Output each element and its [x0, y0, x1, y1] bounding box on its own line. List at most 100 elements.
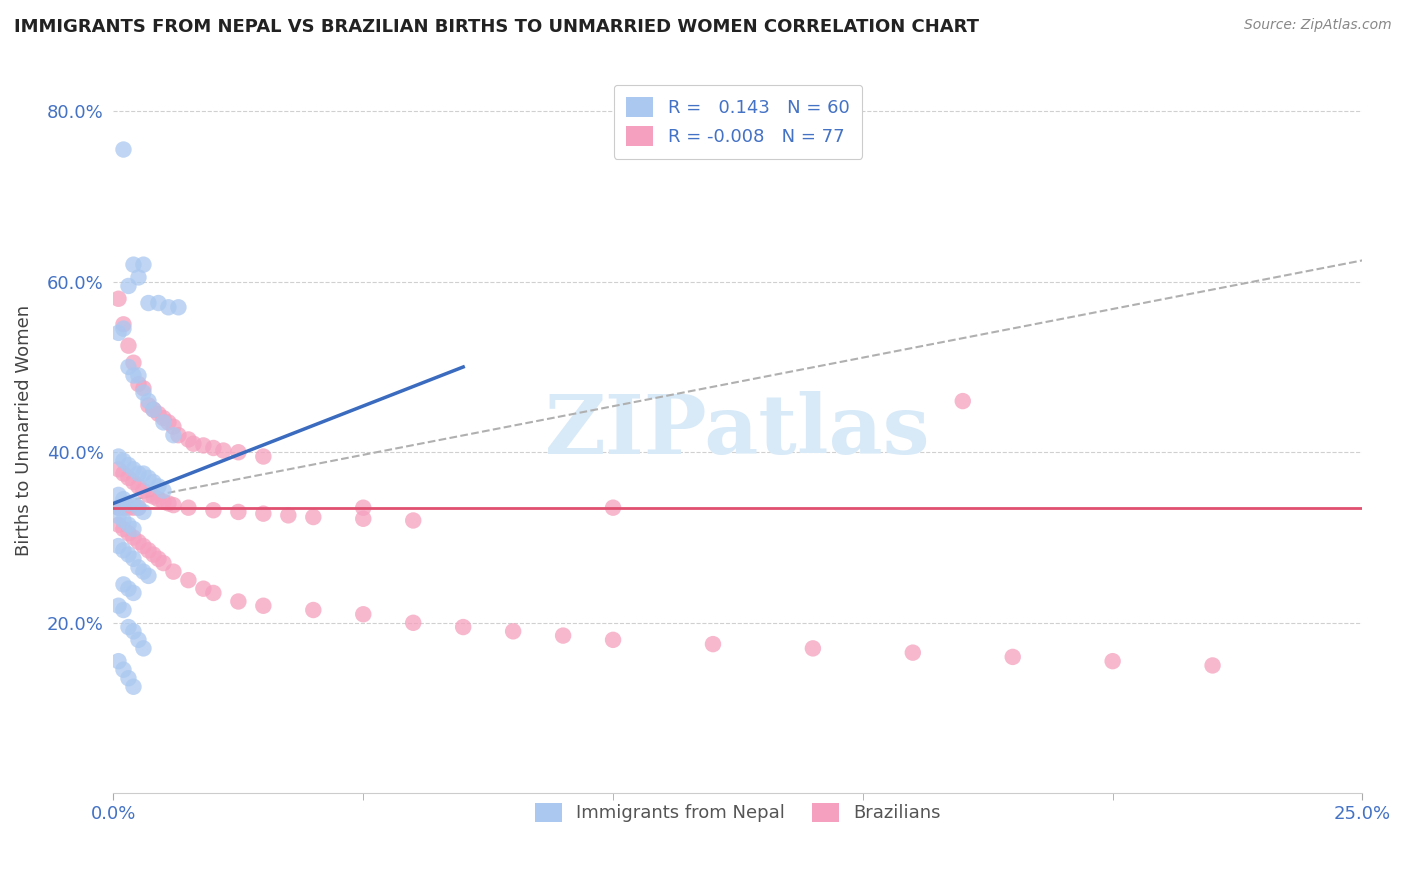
Point	[122, 258, 145, 272]
Point	[451, 620, 474, 634]
Point	[127, 368, 149, 383]
Point	[157, 300, 180, 314]
Point	[167, 428, 190, 442]
Point	[142, 402, 165, 417]
Point	[352, 512, 374, 526]
Point	[1101, 654, 1123, 668]
Point	[127, 560, 149, 574]
Point	[112, 321, 135, 335]
Point	[112, 577, 135, 591]
Point	[122, 500, 145, 515]
Point	[107, 450, 129, 464]
Point	[122, 531, 145, 545]
Point	[112, 663, 135, 677]
Point	[502, 624, 524, 639]
Point	[132, 565, 155, 579]
Point	[228, 445, 250, 459]
Point	[152, 556, 174, 570]
Point	[107, 654, 129, 668]
Point	[117, 279, 139, 293]
Point	[177, 500, 200, 515]
Point	[117, 671, 139, 685]
Point	[138, 488, 160, 502]
Point	[167, 300, 190, 314]
Point	[177, 433, 200, 447]
Point	[952, 394, 974, 409]
Point	[122, 552, 145, 566]
Point	[162, 428, 184, 442]
Point	[112, 522, 135, 536]
Point	[117, 471, 139, 485]
Point	[117, 548, 139, 562]
Point	[127, 534, 149, 549]
Point	[142, 475, 165, 489]
Point	[152, 411, 174, 425]
Point	[117, 620, 139, 634]
Point	[183, 436, 205, 450]
Point	[202, 503, 225, 517]
Point	[112, 318, 135, 332]
Point	[252, 450, 274, 464]
Point	[112, 467, 135, 481]
Point	[112, 143, 135, 157]
Point	[228, 594, 250, 608]
Point	[127, 377, 149, 392]
Point	[132, 483, 155, 498]
Point	[132, 381, 155, 395]
Point	[122, 586, 145, 600]
Point	[138, 543, 160, 558]
Point	[402, 615, 425, 630]
Point	[142, 490, 165, 504]
Point	[107, 539, 129, 553]
Point	[132, 505, 155, 519]
Point	[107, 509, 129, 524]
Point	[193, 438, 215, 452]
Point	[352, 607, 374, 622]
Point	[148, 407, 170, 421]
Point	[702, 637, 724, 651]
Point	[302, 603, 325, 617]
Point	[142, 402, 165, 417]
Point	[193, 582, 215, 596]
Point	[602, 500, 624, 515]
Point	[117, 458, 139, 472]
Point	[117, 526, 139, 541]
Point	[127, 632, 149, 647]
Point	[112, 603, 135, 617]
Text: ZIPatlas: ZIPatlas	[546, 391, 931, 471]
Point	[132, 641, 155, 656]
Text: Source: ZipAtlas.com: Source: ZipAtlas.com	[1244, 18, 1392, 32]
Point	[117, 582, 139, 596]
Point	[162, 565, 184, 579]
Point	[117, 500, 139, 515]
Point	[117, 359, 139, 374]
Point	[901, 646, 924, 660]
Point	[122, 680, 145, 694]
Point	[132, 385, 155, 400]
Point	[148, 479, 170, 493]
Point	[122, 356, 145, 370]
Point	[107, 500, 129, 515]
Point	[402, 513, 425, 527]
Point	[117, 496, 139, 510]
Point	[122, 496, 145, 510]
Point	[122, 462, 145, 476]
Point	[162, 498, 184, 512]
Point	[112, 543, 135, 558]
Point	[112, 454, 135, 468]
Point	[112, 500, 135, 515]
Point	[107, 500, 129, 515]
Point	[138, 394, 160, 409]
Point	[602, 632, 624, 647]
Point	[352, 500, 374, 515]
Legend: Immigrants from Nepal, Brazilians: Immigrants from Nepal, Brazilians	[522, 790, 953, 835]
Point	[162, 419, 184, 434]
Point	[152, 416, 174, 430]
Text: IMMIGRANTS FROM NEPAL VS BRAZILIAN BIRTHS TO UNMARRIED WOMEN CORRELATION CHART: IMMIGRANTS FROM NEPAL VS BRAZILIAN BIRTH…	[14, 18, 979, 36]
Point	[117, 339, 139, 353]
Point	[107, 488, 129, 502]
Point	[1001, 649, 1024, 664]
Point	[107, 326, 129, 340]
Point	[212, 443, 235, 458]
Y-axis label: Births to Unmarried Women: Births to Unmarried Women	[15, 305, 32, 557]
